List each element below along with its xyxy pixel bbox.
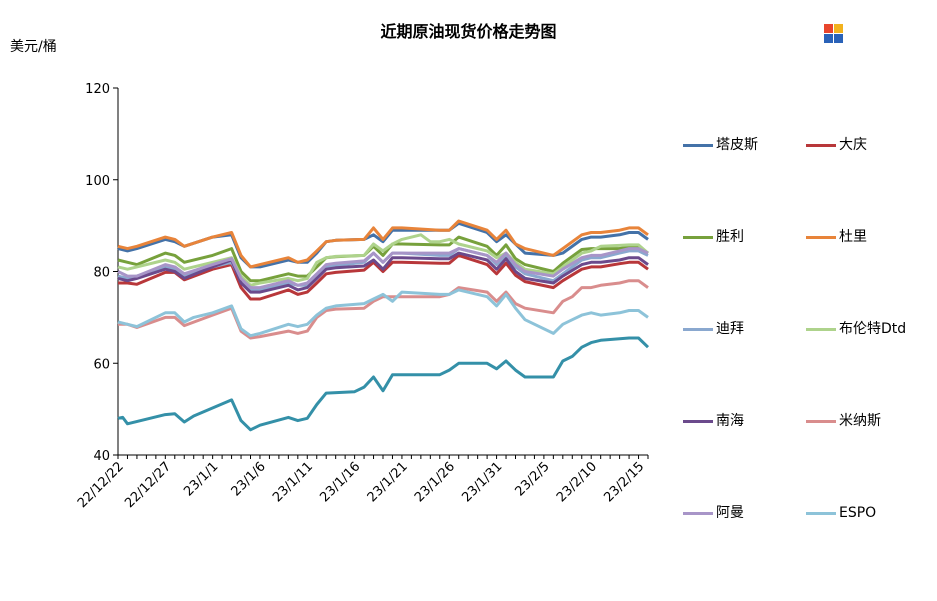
x-tick-label: 23/1/1: [181, 459, 221, 499]
series-line-7: [118, 279, 649, 340]
x-tick-label: 23/1/26: [412, 459, 458, 505]
legend-swatch: [683, 328, 713, 331]
y-tick-label: 120: [85, 82, 110, 97]
series-line-1: [118, 253, 649, 301]
x-tick-label: 23/1/31: [459, 459, 505, 505]
logo-mark-icon: [824, 24, 843, 43]
series-line-3: [117, 219, 649, 269]
x-tick-label: 22/12/22: [75, 459, 127, 511]
y-tick-label: 100: [85, 174, 110, 189]
legend-label: 塔皮斯: [716, 137, 758, 153]
chart-title: 近期原油现货价格走势图: [380, 22, 557, 41]
legend-label: 迪拜: [716, 321, 744, 337]
legend-label: 胜利: [716, 229, 744, 245]
legend-swatch: [683, 512, 713, 515]
x-tick-label: 22/12/27: [122, 459, 174, 511]
y-tick-label: 80: [93, 266, 110, 281]
legend-swatch: [806, 328, 836, 331]
legend-swatch: [806, 144, 836, 147]
x-tick-label: 23/1/16: [317, 459, 363, 505]
x-tick-label: 23/1/11: [270, 459, 316, 505]
series-line-8: [117, 247, 649, 290]
legend-label: 阿曼: [716, 505, 744, 521]
series-line-2: [117, 235, 649, 283]
legend-swatch: [806, 420, 836, 423]
legend-label: 杜里: [839, 229, 867, 245]
legend-swatch: [806, 512, 836, 515]
y-axis-unit-label: 美元/桶: [10, 39, 57, 55]
legend-swatch: [806, 236, 836, 239]
x-tick-label: 23/1/6: [229, 459, 269, 499]
x-tick-label: 23/2/5: [513, 459, 553, 499]
y-tick-label: 60: [93, 357, 110, 372]
x-tick-label: 23/2/10: [554, 459, 600, 505]
legend-swatch: [683, 144, 713, 147]
series-line-6: [117, 251, 649, 294]
x-tick-label: 23/2/15: [601, 459, 647, 505]
y-tick-label: 40: [93, 449, 110, 464]
legend-swatch: [683, 420, 713, 423]
legend-swatch: [683, 236, 713, 239]
legend-label: 大庆: [839, 137, 867, 153]
chart-series-layer: [117, 219, 650, 432]
series-line-9: [117, 288, 649, 338]
legend-label: 布伦特Dtd: [839, 321, 907, 337]
x-tick-label: 23/1/21: [365, 459, 411, 505]
brand-logo: [822, 18, 897, 46]
series-line-10: [117, 336, 650, 432]
legend-label: ESPO: [839, 505, 877, 521]
legend-label: 南海: [716, 413, 744, 429]
legend-label: 米纳斯: [839, 413, 881, 429]
